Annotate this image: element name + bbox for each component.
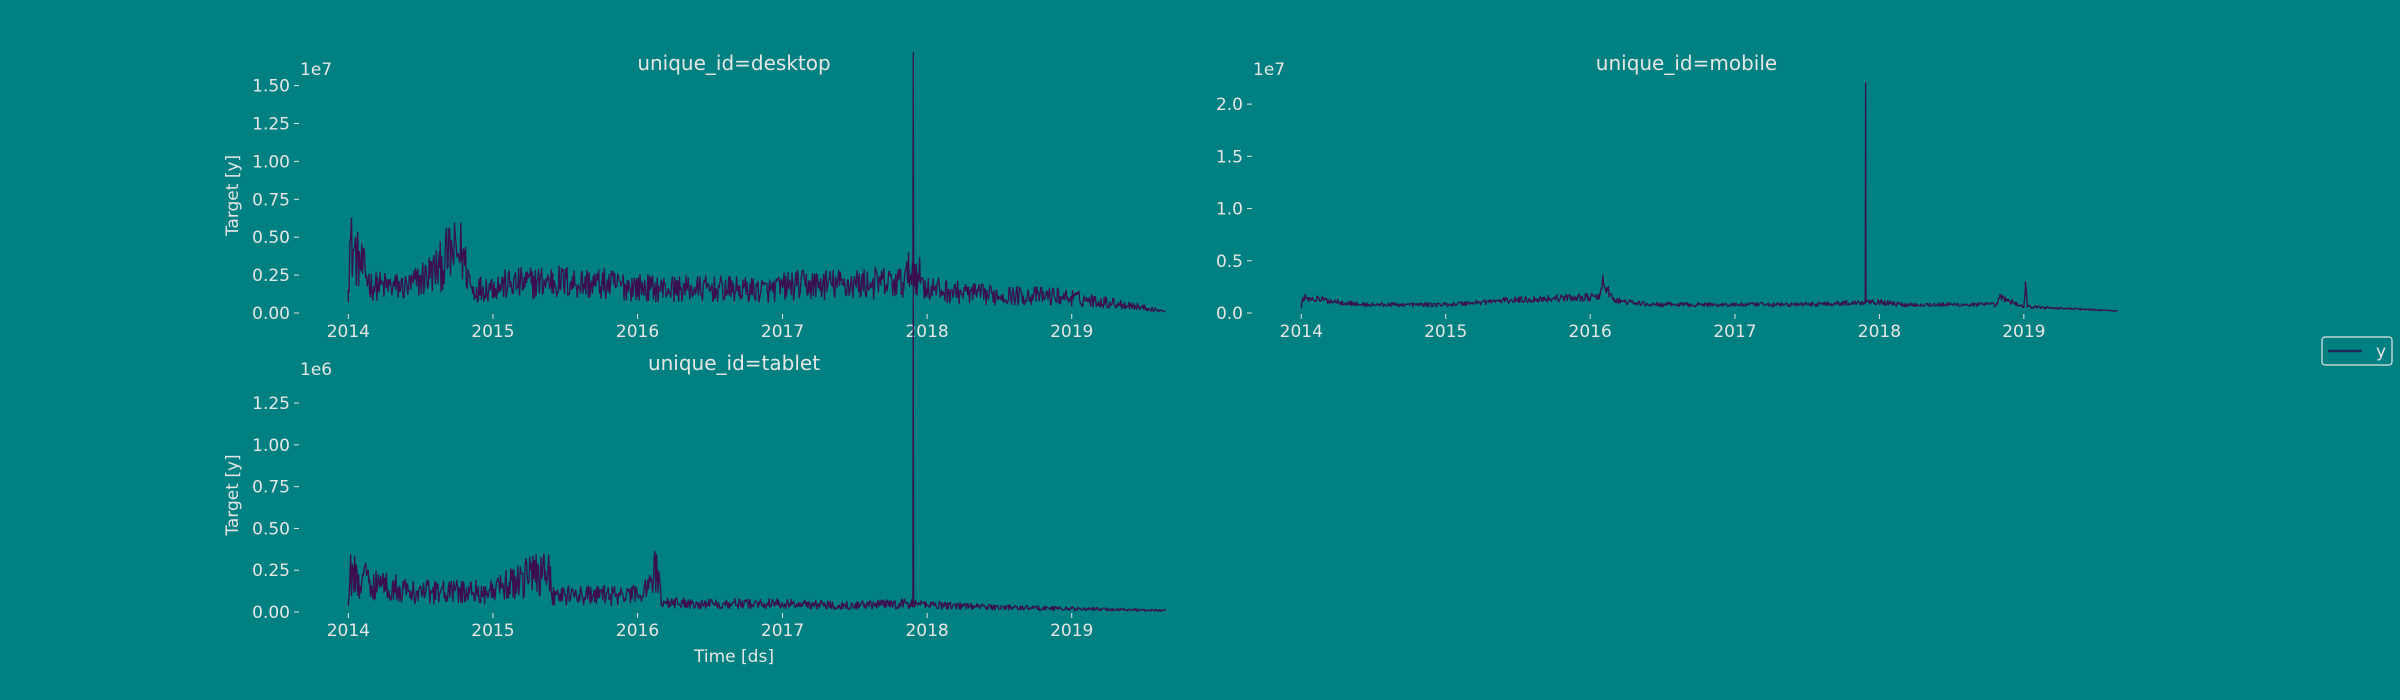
legend: y [2321,336,2393,366]
y-axis-label-desktop: Target [y] [223,155,243,237]
x-tick-label-mobile-3: 2017 [1713,322,1756,342]
panel-desktop: unique_id=desktop 1e7 0.00 0.25 0.50 0.75 1.00… [223,51,1166,342]
y-tick-label-tablet-3: 0.75 [252,478,290,498]
y-tick-label-desktop-3: 0.75 [252,190,290,210]
x-tick-label-desktop-4: 2018 [905,322,948,342]
y-tick-label-desktop-0: 0.00 [252,304,290,324]
x-tick-label-mobile-1: 2015 [1424,322,1467,342]
x-tick-label-tablet-0: 2014 [327,621,370,641]
x-tick-label-desktop-3: 2017 [761,322,804,342]
x-tick-label-tablet-2: 2016 [616,621,659,641]
x-tick-label-tablet-4: 2018 [905,621,948,641]
y-tick-label-tablet-4: 1.00 [252,436,290,456]
y-tick-label-mobile-3: 1.5 [1216,147,1243,167]
y-axis-label-tablet: Target [y] [223,454,243,536]
x-tick-label-tablet-1: 2015 [471,621,514,641]
series-line-mobile-y [1300,82,2118,312]
panel-mobile: unique_id=mobile 1e7 0.0 0.5 1.0 1.5 2.0 2014 20… [1216,51,2118,342]
x-tick-label-desktop-1: 2015 [471,322,514,342]
x-tick-label-tablet-5: 2019 [1050,621,1093,641]
y-tick-label-tablet-5: 1.25 [252,394,290,414]
x-tick-label-tablet-3: 2017 [761,621,804,641]
series-line-tablet-y [347,248,1166,612]
y-tick-label-tablet-2: 0.50 [252,519,290,539]
panel-tablet: unique_id=tablet 1e6 0.00 0.25 0.50 0.75 1.00 1… [223,248,1166,667]
x-tick-label-mobile-5: 2019 [2002,322,2045,342]
y-tick-label-mobile-1: 0.5 [1216,252,1243,272]
legend-frame [2321,336,2393,366]
y-tick-label-desktop-4: 1.00 [252,152,290,172]
legend-label-y: y [2376,342,2386,362]
y-tick-label-desktop-1: 0.25 [252,266,290,286]
x-tick-label-mobile-2: 2016 [1569,322,1612,342]
panel-title-tablet: unique_id=tablet [648,351,820,375]
x-tick-label-desktop-2: 2016 [616,322,659,342]
y-scale-label-desktop: 1e7 [300,60,332,80]
y-tick-label-mobile-4: 2.0 [1216,95,1243,115]
panel-title-mobile: unique_id=mobile [1596,51,1777,75]
y-scale-label-tablet: 1e6 [300,360,332,380]
y-tick-label-desktop-6: 1.50 [252,77,290,97]
y-scale-label-mobile: 1e7 [1253,60,1285,80]
x-tick-label-desktop-5: 2019 [1050,322,1093,342]
panel-title-desktop: unique_id=desktop [637,51,830,75]
series-line-desktop-y [347,52,1166,313]
y-tick-label-mobile-2: 1.0 [1216,200,1243,220]
x-tick-label-desktop-0: 2014 [327,322,370,342]
y-tick-label-mobile-0: 0.0 [1216,304,1243,324]
x-tick-label-mobile-4: 2018 [1858,322,1901,342]
x-axis-label-tablet: Time [ds] [693,647,774,667]
x-tick-label-mobile-0: 2014 [1280,322,1323,342]
y-tick-label-desktop-5: 1.25 [252,114,290,134]
y-tick-label-desktop-2: 0.50 [252,228,290,248]
y-tick-label-tablet-1: 0.25 [252,561,290,581]
y-tick-label-tablet-0: 0.00 [252,603,290,623]
